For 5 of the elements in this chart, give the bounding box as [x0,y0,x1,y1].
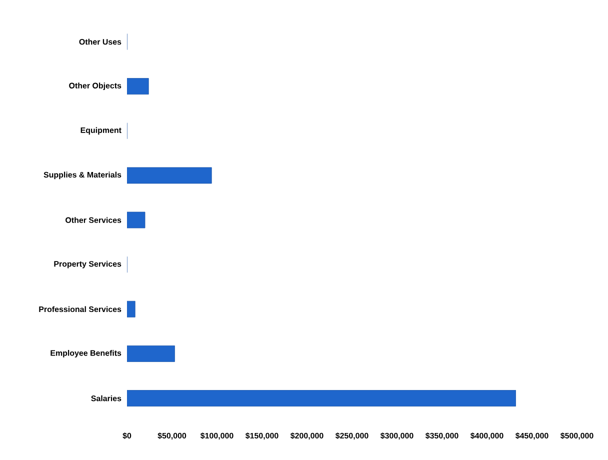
bar [127,78,149,95]
bar [127,345,175,362]
bar [127,300,136,318]
bar [127,167,212,184]
bar [127,390,516,406]
